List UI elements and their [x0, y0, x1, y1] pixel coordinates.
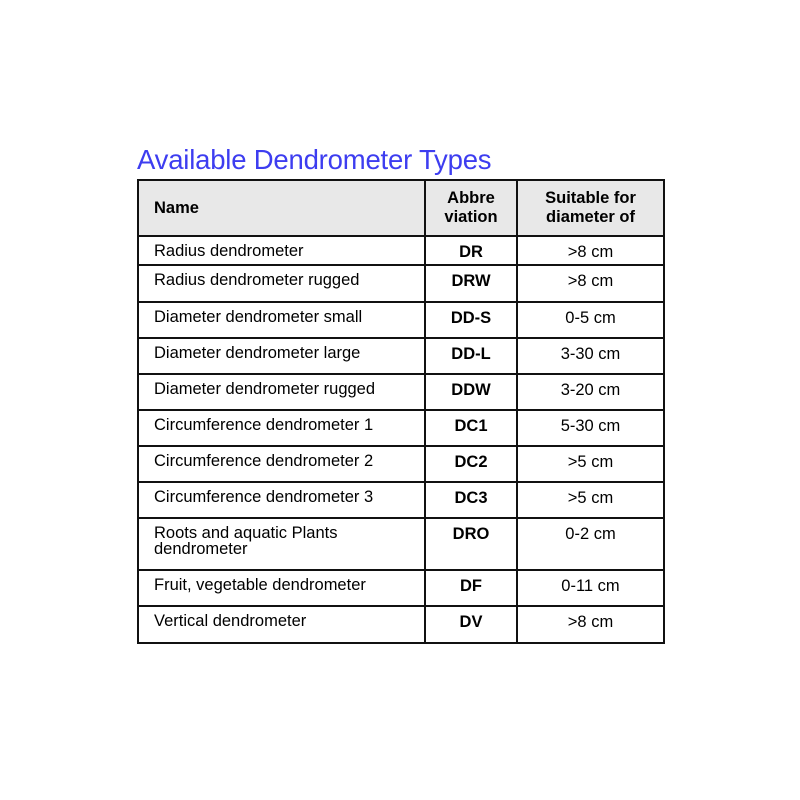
header-diameter-line1: Suitable for	[545, 189, 636, 207]
table-row: Diameter dendrometer rugged DDW 3-20 cm	[137, 373, 665, 411]
table-row: Circumference dendrometer 3 DC3 >5 cm	[137, 481, 665, 519]
cell-name: Circumference dendrometer 3	[137, 481, 426, 519]
cell-diameter: 5-30 cm	[516, 409, 665, 447]
cell-diameter: 3-20 cm	[516, 373, 665, 411]
cell-name: Fruit, vegetable dendrometer	[137, 569, 426, 607]
cell-name: Diameter dendrometer large	[137, 337, 426, 375]
table-header-row: Name Abbre viation Suitable for diameter o…	[137, 179, 665, 237]
dendrometer-types-table: Name Abbre viation Suitable for diameter o…	[137, 179, 665, 644]
cell-abbreviation: DDW	[424, 373, 518, 411]
cell-diameter: 0-5 cm	[516, 301, 665, 339]
header-abbreviation-line1: Abbre	[447, 189, 495, 207]
table-row: Roots and aquatic Plants dendrometer DRO 0…	[137, 517, 665, 571]
cell-diameter: >5 cm	[516, 481, 665, 519]
cell-name: Circumference dendrometer 2	[137, 445, 426, 483]
cell-abbreviation: DC3	[424, 481, 518, 519]
table-row: Radius dendrometer DR >8 cm	[137, 235, 665, 266]
cell-diameter: >5 cm	[516, 445, 665, 483]
header-diameter: Suitable for diameter of	[516, 179, 665, 237]
table-row: Diameter dendrometer large DD-L 3-30 cm	[137, 337, 665, 375]
cell-abbreviation: DD-L	[424, 337, 518, 375]
cell-abbreviation: DC1	[424, 409, 518, 447]
cell-diameter: >8 cm	[516, 235, 665, 266]
cell-name: Diameter dendrometer rugged	[137, 373, 426, 411]
header-abbreviation: Abbre viation	[424, 179, 518, 237]
table-row: Radius dendrometer rugged DRW >8 cm	[137, 264, 665, 303]
cell-abbreviation: DD-S	[424, 301, 518, 339]
cell-name: Diameter dendrometer small	[137, 301, 426, 339]
page-title: Available Dendrometer Types	[137, 144, 492, 175]
cell-abbreviation: DRO	[424, 517, 518, 571]
cell-diameter: >8 cm	[516, 605, 665, 644]
table-row: Diameter dendrometer small DD-S 0-5 cm	[137, 301, 665, 339]
table-row: Fruit, vegetable dendrometer DF 0-11 cm	[137, 569, 665, 607]
header-diameter-line2: diameter of	[546, 208, 635, 226]
cell-abbreviation: DF	[424, 569, 518, 607]
table-row: Circumference dendrometer 1 DC1 5-30 cm	[137, 409, 665, 447]
cell-abbreviation: DRW	[424, 264, 518, 303]
header-abbreviation-line2: viation	[444, 208, 498, 226]
cell-name: Roots and aquatic Plants dendrometer	[137, 517, 426, 571]
cell-abbreviation: DC2	[424, 445, 518, 483]
header-name: Name	[137, 179, 426, 237]
cell-diameter: 0-11 cm	[516, 569, 665, 607]
table-row: Circumference dendrometer 2 DC2 >5 cm	[137, 445, 665, 483]
cell-name: Circumference dendrometer 1	[137, 409, 426, 447]
cell-diameter: 0-2 cm	[516, 517, 665, 571]
cell-diameter: 3-30 cm	[516, 337, 665, 375]
cell-abbreviation: DV	[424, 605, 518, 644]
cell-name: Radius dendrometer	[137, 235, 426, 266]
cell-name: Radius dendrometer rugged	[137, 264, 426, 303]
cell-diameter: >8 cm	[516, 264, 665, 303]
cell-name: Vertical dendrometer	[137, 605, 426, 644]
table-row: Vertical dendrometer DV >8 cm	[137, 605, 665, 644]
cell-abbreviation: DR	[424, 235, 518, 266]
